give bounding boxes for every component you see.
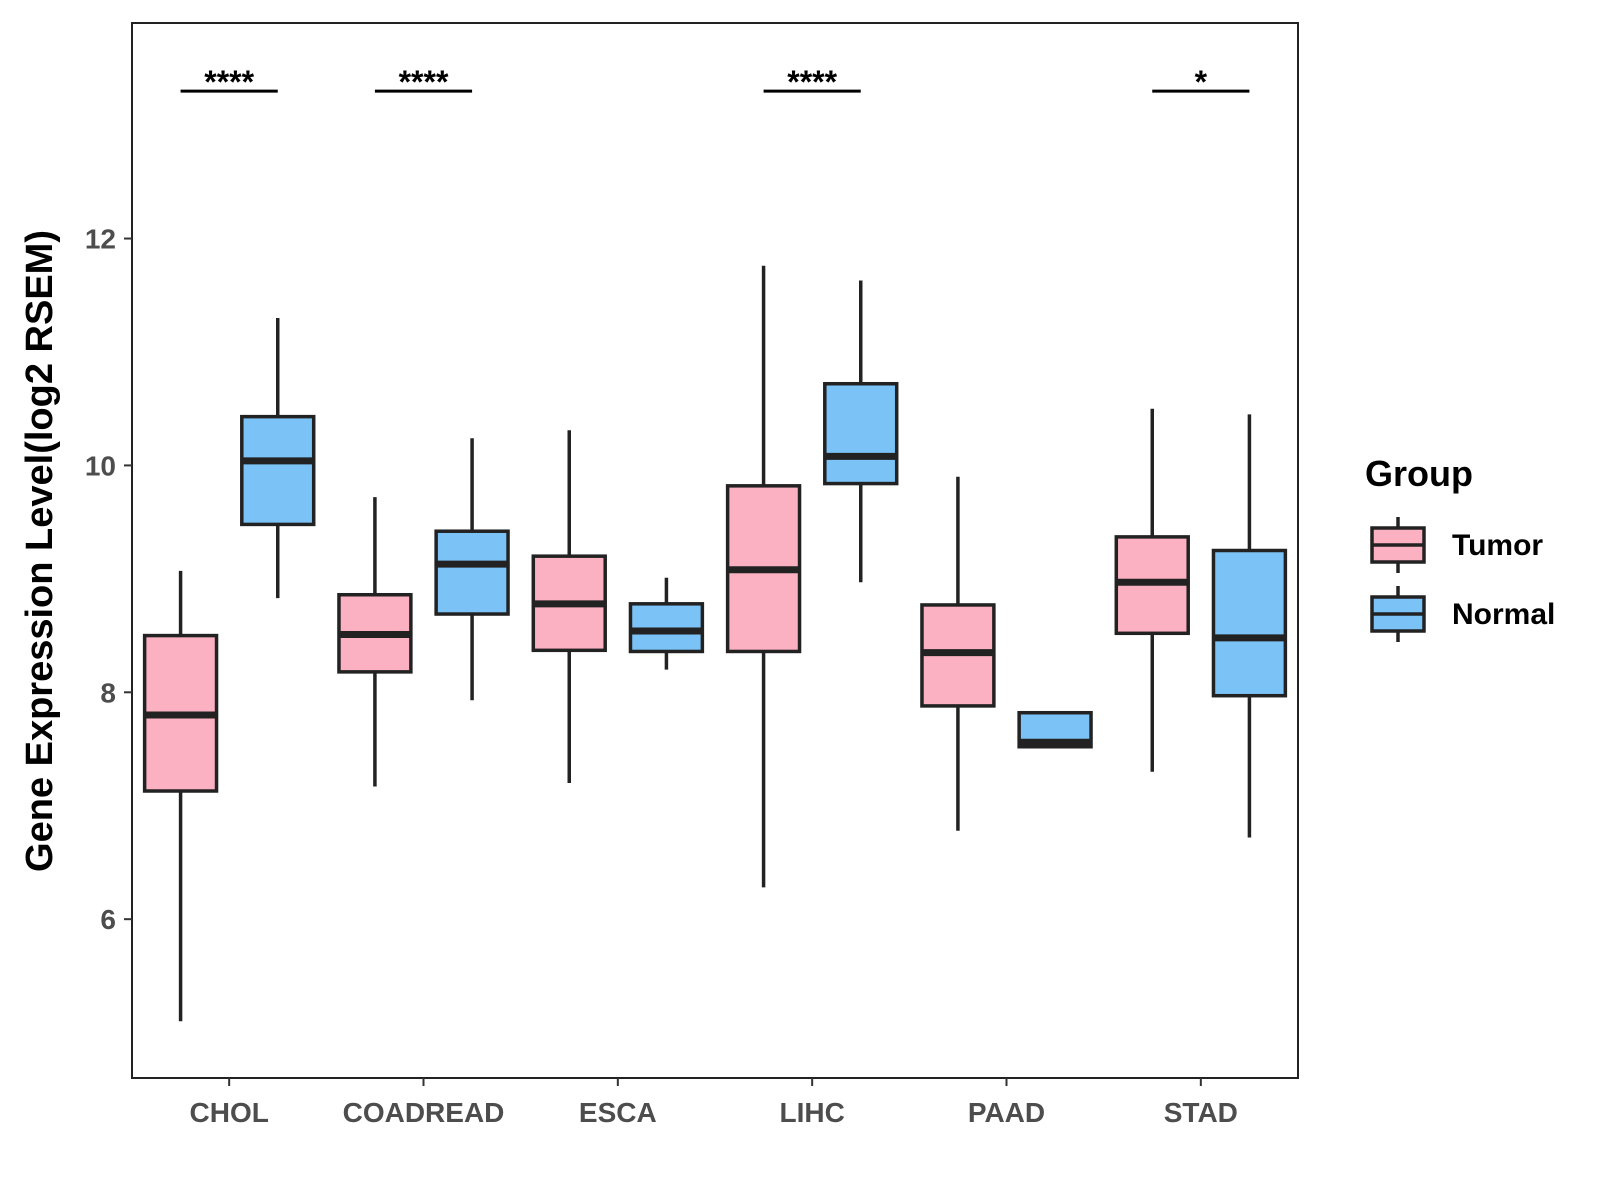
box-body-normal-lihc [823, 381, 899, 486]
y-tick-label-6: 6 [100, 904, 116, 935]
y-tick-label-10: 10 [85, 450, 116, 481]
box-normal-coadread [434, 438, 510, 701]
box-tumor-chol [142, 570, 219, 1022]
axes-layer: 6 8 10 12 CHOL COADREAD ESCA LIHC PAAD STAD [85, 224, 1238, 1128]
legend-label-tumor: Tumor [1452, 529, 1543, 562]
x-tick-label-stad: STAD [1164, 1097, 1238, 1128]
x-tick-label-coadread: COADREAD [343, 1097, 505, 1128]
legend-label-normal: Normal [1452, 598, 1555, 631]
significance-label-stad: * [1195, 64, 1208, 100]
y-tick-label-8: 8 [100, 677, 116, 708]
box-tumor-stad [1114, 408, 1190, 772]
box-body-normal-coadread [434, 529, 510, 616]
y-tick-label-12: 12 [85, 224, 116, 255]
box-tumor-esca [531, 430, 607, 784]
plot-panel [131, 22, 1299, 1079]
box-normal-paad [1017, 710, 1093, 749]
legend: Group Tumor Normal [1365, 453, 1555, 642]
box-normal-esca [628, 577, 705, 670]
box-tumor-coadread [337, 497, 413, 787]
box-body-normal-chol [240, 414, 316, 527]
x-tick-label-lihc: LIHC [780, 1097, 845, 1128]
y-axis-title: Gene Expression Level(log2 RSEM) [19, 230, 61, 872]
box-normal-chol [240, 317, 316, 599]
box-normal-lihc [823, 280, 899, 583]
significance-label-lihc: **** [787, 64, 837, 100]
significance-label-chol: **** [204, 64, 254, 100]
box-tumor-lihc [725, 265, 802, 888]
x-tick-label-esca: ESCA [579, 1097, 657, 1128]
significance-layer: **** **** **** * [180, 64, 1250, 100]
x-tick-label-paad: PAAD [968, 1097, 1045, 1128]
box-normal-stad [1211, 414, 1288, 838]
significance-label-coadread: **** [399, 64, 449, 100]
box-tumor-paad [920, 476, 996, 831]
legend-title: Group [1365, 453, 1473, 494]
x-tick-label-chol: CHOL [190, 1097, 269, 1128]
box-body-normal-stad [1211, 548, 1288, 698]
boxes-layer [142, 265, 1288, 1022]
